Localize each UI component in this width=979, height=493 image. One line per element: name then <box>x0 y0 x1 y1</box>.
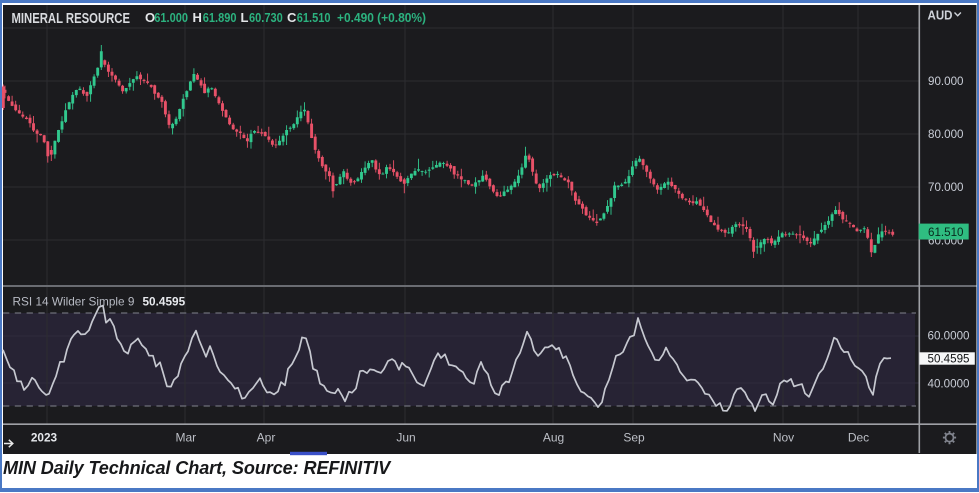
svg-text:61.000: 61.000 <box>154 10 188 25</box>
svg-text:60.0000: 60.0000 <box>928 331 970 343</box>
svg-text:80.000: 80.000 <box>928 129 964 141</box>
svg-text:61.510: 61.510 <box>297 10 331 25</box>
svg-text:Jun: Jun <box>396 431 415 445</box>
svg-text:61.890: 61.890 <box>203 10 237 25</box>
svg-text:90.000: 90.000 <box>928 76 964 88</box>
svg-text:H: H <box>193 10 202 25</box>
svg-text:Sep: Sep <box>623 431 645 445</box>
svg-text:40.0000: 40.0000 <box>928 379 970 391</box>
svg-text:L: L <box>241 10 249 25</box>
svg-text:O: O <box>145 10 155 25</box>
svg-text:Aug: Aug <box>543 431 564 445</box>
svg-text:Nov: Nov <box>773 431 794 445</box>
svg-text:Mar: Mar <box>175 431 196 445</box>
svg-text:RSI 14 Wilder Simple 9: RSI 14 Wilder Simple 9 <box>13 295 135 309</box>
svg-text:50.4595: 50.4595 <box>143 295 186 309</box>
svg-text:50.4595: 50.4595 <box>928 354 970 366</box>
svg-text:Apr: Apr <box>257 431 276 445</box>
svg-text:MINERAL RESOURCE: MINERAL RESOURCE <box>12 11 131 27</box>
svg-text:2023: 2023 <box>31 431 58 445</box>
svg-text:+0.490 (+0.80%): +0.490 (+0.80%) <box>337 10 426 25</box>
svg-text:60.730: 60.730 <box>249 10 283 25</box>
svg-text:C: C <box>287 10 297 25</box>
svg-text:61.510: 61.510 <box>928 225 964 239</box>
svg-text:AUD: AUD <box>928 9 953 23</box>
svg-text:Dec: Dec <box>848 431 869 445</box>
svg-text:70.000: 70.000 <box>928 182 964 194</box>
